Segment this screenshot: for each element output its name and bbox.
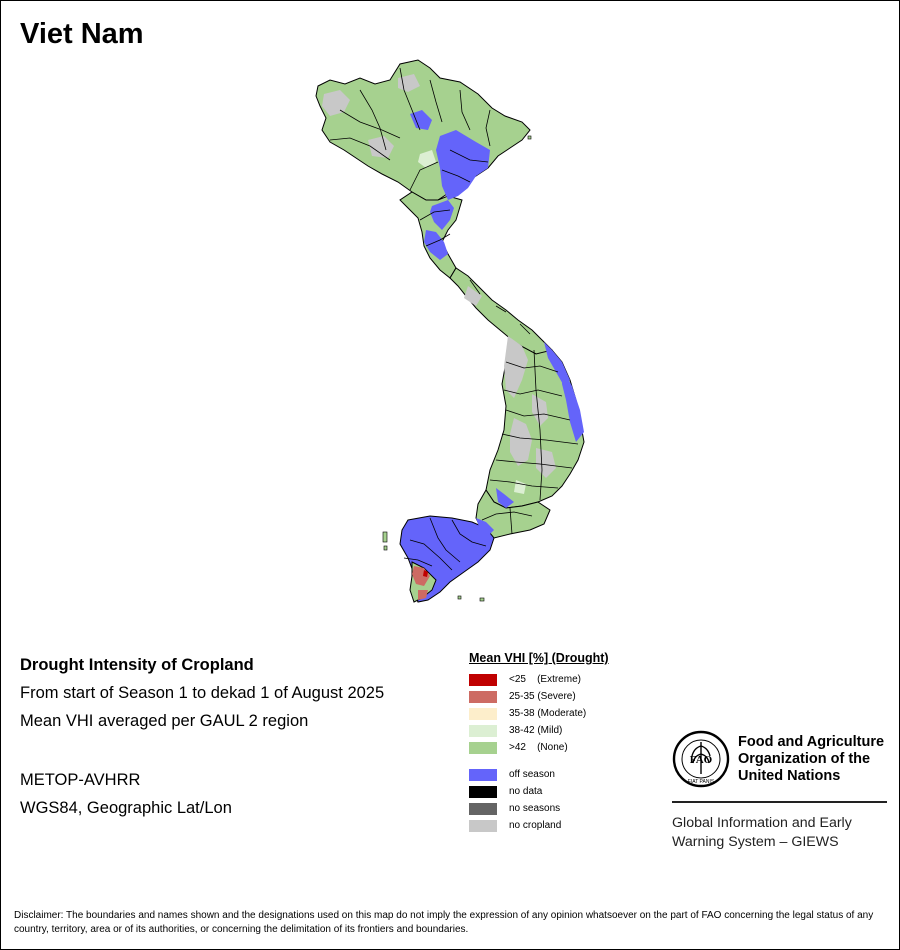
legend-swatch — [469, 802, 497, 815]
legend-label: >42 (None) — [509, 742, 568, 753]
map-sensor: METOP-AVHRR — [20, 771, 141, 789]
fao-logo-icon: FAO FIAT PANIS — [672, 730, 730, 788]
disclaimer: Disclaimer: The boundaries and names sho… — [14, 910, 874, 935]
legend-label: no seasons — [509, 803, 561, 814]
no-cropland-areas — [322, 74, 556, 478]
legend-item-severe: 25-35 (Severe) — [469, 688, 609, 705]
legend-item-none: >42 (None) — [469, 739, 609, 756]
legend-item-mild: 38-42 (Mild) — [469, 722, 609, 739]
north-region — [315, 59, 531, 201]
legend-swatch — [469, 707, 497, 720]
fao-logo-motto: FIAT PANIS — [688, 779, 715, 785]
fao-logo-letters: FAO — [690, 754, 713, 766]
admin-boundaries — [329, 67, 579, 571]
legend-item-off-season: off season — [469, 766, 609, 783]
legend-swatch — [469, 673, 497, 686]
extreme-areas — [423, 570, 428, 577]
map-period: From start of Season 1 to dekad 1 of Aug… — [20, 684, 385, 702]
map-projection: WGS84, Geographic Lat/Lon — [20, 799, 232, 817]
legend-item-extreme: <25 (Extreme) — [469, 671, 609, 688]
off-season-areas — [410, 110, 584, 536]
islands — [382, 135, 532, 602]
legend-label: off season — [509, 769, 555, 780]
legend-item-no-cropland: no cropland — [469, 817, 609, 834]
legend: Mean VHI [%] (Drought) <25 (Extreme) 25-… — [469, 651, 609, 834]
legend-label: <25 (Extreme) — [509, 674, 581, 685]
legend-swatch — [469, 690, 497, 703]
central-strip — [449, 267, 553, 359]
divider — [672, 801, 887, 803]
legend-swatch — [469, 724, 497, 737]
country-shape — [315, 59, 585, 603]
legend-swatch — [469, 768, 497, 781]
legend-label: no cropland — [509, 820, 562, 831]
legend-title: Mean VHI [%] (Drought) — [469, 651, 609, 665]
legend-item-no-seasons: no seasons — [469, 800, 609, 817]
legend-swatch — [469, 785, 497, 798]
legend-swatch — [469, 819, 497, 832]
legend-label: 35-38 (Moderate) — [509, 708, 587, 719]
map-heading: Drought Intensity of Cropland — [20, 656, 254, 674]
legend-label: 38-42 (Mild) — [509, 725, 563, 736]
fao-name: Food and Agriculture Organization of the… — [738, 734, 885, 784]
legend-label: no data — [509, 786, 543, 797]
map-info: Drought Intensity of Cropland From start… — [20, 656, 384, 827]
country-map — [315, 59, 585, 603]
map-method: Mean VHI averaged per GAUL 2 region — [20, 712, 309, 730]
giews-name: Global Information and Early Warning Sys… — [672, 815, 852, 850]
legend-item-no-data: no data — [469, 783, 609, 800]
legend-item-moderate: 35-38 (Moderate) — [469, 705, 609, 722]
legend-swatch — [469, 741, 497, 754]
mild-areas — [418, 150, 526, 494]
country-title: Viet Nam — [20, 18, 144, 50]
legend-label: 25-35 (Severe) — [509, 691, 576, 702]
